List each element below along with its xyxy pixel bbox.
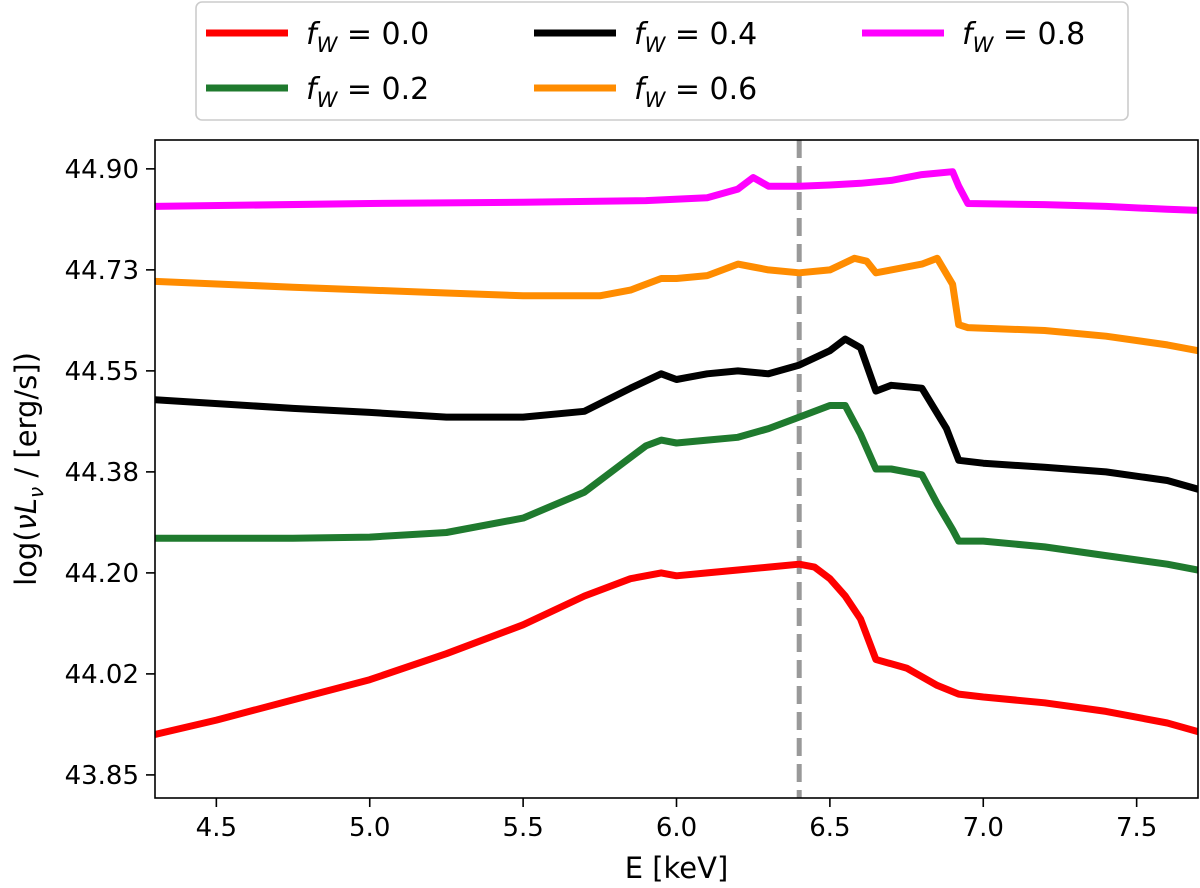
plot-area [154, 139, 1199, 799]
series-line-2 [155, 335, 1198, 493]
legend-item: fW = 0.6 [534, 72, 757, 112]
x-tick-label: 4.5 [196, 813, 237, 843]
y-tick-label: 44.38 [65, 458, 139, 488]
legend: fW = 0.0 fW = 0.2 fW = 0.4 fW = 0.6 fW = 0.8 [195, 1, 1129, 121]
y-axis-label-prefix: log( [9, 530, 43, 586]
legend-label: fW = 0.2 [306, 72, 429, 112]
x-tick-label: 7.5 [1116, 813, 1157, 843]
x-axis-label: E [keV] [625, 851, 729, 885]
legend-label: fW = 0.6 [634, 72, 757, 112]
x-tick-label: 6.0 [656, 813, 697, 843]
y-axis-label-suffix: / [erg/s]) [9, 352, 43, 487]
x-axis: 4.5 5.0 5.5 6.0 6.5 7.0 7.5 [196, 798, 1157, 843]
y-axis: 43.85 44.02 44.20 44.38 44.55 44.73 44.90 [65, 155, 155, 791]
y-tick-label: 44.02 [65, 660, 139, 690]
legend-item: fW = 0.4 [534, 17, 757, 57]
y-tick-label: 44.20 [65, 559, 139, 589]
series-line-0 [155, 560, 1198, 738]
y-axis-label-variable: νL [9, 498, 43, 530]
series-line-3 [155, 254, 1198, 355]
y-tick-label: 44.90 [65, 155, 139, 185]
y-tick-label: 43.85 [65, 761, 139, 791]
legend-label: fW = 0.0 [306, 17, 429, 57]
x-tick-label: 5.5 [502, 813, 543, 843]
series-line-1 [155, 402, 1198, 574]
x-tick-label: 5.0 [349, 813, 390, 843]
y-axis-label-subscript: ν [24, 487, 48, 498]
legend-item: fW = 0.2 [206, 72, 429, 112]
y-axis-label: log(νLν / [erg/s]) [9, 352, 48, 586]
legend-item: fW = 0.0 [206, 17, 429, 57]
legend-label: fW = 0.4 [634, 17, 757, 57]
y-tick-label: 44.73 [65, 256, 139, 286]
legend-label: fW = 0.8 [962, 17, 1085, 57]
x-tick-label: 7.0 [963, 813, 1004, 843]
legend-item: fW = 0.8 [862, 17, 1085, 57]
x-tick-label: 6.5 [809, 813, 850, 843]
series-layer [155, 168, 1198, 738]
y-tick-label: 44.55 [65, 357, 139, 387]
series-line-4 [155, 168, 1198, 214]
